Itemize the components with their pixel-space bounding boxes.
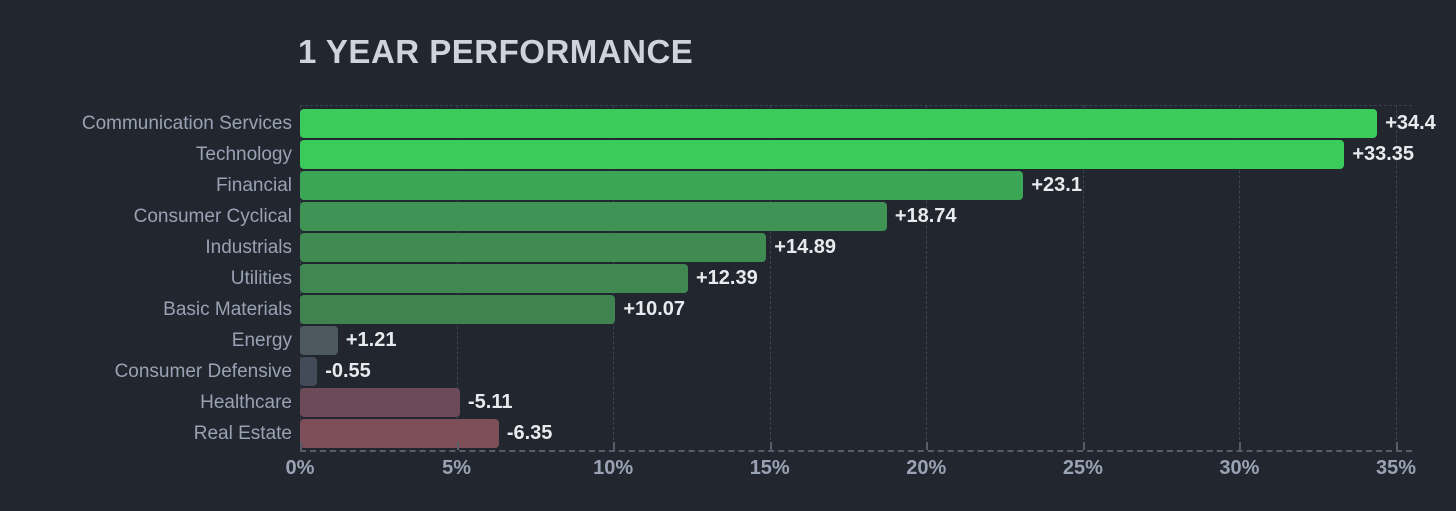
bar xyxy=(300,140,1345,169)
x-tick-label: 30% xyxy=(1219,457,1260,479)
bar xyxy=(300,326,338,355)
value-label: +33.35 xyxy=(1352,143,1415,165)
value-label: -6.35 xyxy=(506,422,553,444)
bar xyxy=(300,419,499,448)
category-label: Energy xyxy=(231,330,292,351)
tick-mark xyxy=(300,442,302,450)
bar-row: Consumer Defensive -0.55 xyxy=(0,357,1456,386)
tick-mark xyxy=(456,442,459,450)
bar-row: Utilities +12.39 xyxy=(0,264,1456,293)
gridline xyxy=(926,105,928,450)
x-axis-line xyxy=(300,450,1412,452)
x-tick-label: 5% xyxy=(442,457,472,479)
bar xyxy=(300,171,1024,200)
gridline xyxy=(1082,105,1084,450)
bar-row: Communication Services +34.4 xyxy=(0,109,1456,138)
value-label: +10.07 xyxy=(623,298,686,320)
value-label: +18.74 xyxy=(894,205,957,227)
category-label: Industrials xyxy=(205,237,292,258)
category-label: Consumer Defensive xyxy=(114,361,292,382)
x-tick-label: 35% xyxy=(1375,457,1417,479)
x-tick-label: 20% xyxy=(906,457,947,479)
value-label: +34.4 xyxy=(1385,112,1436,134)
bar-row: Real Estate -6.35 xyxy=(0,419,1456,448)
plot-top-border xyxy=(300,105,1412,106)
category-label: Basic Materials xyxy=(163,299,292,320)
bar-row: Basic Materials +10.07 xyxy=(0,295,1456,324)
x-tick-label: 10% xyxy=(593,457,634,479)
tick-mark xyxy=(1082,442,1085,450)
x-tick-label: 25% xyxy=(1062,457,1103,479)
category-label: Utilities xyxy=(230,268,292,289)
tick-mark xyxy=(926,442,929,450)
bar xyxy=(300,357,318,386)
bar-row: Industrials +14.89 xyxy=(0,233,1456,262)
value-label: -5.11 xyxy=(468,391,513,413)
x-tick-label: 0% xyxy=(285,457,315,479)
gridline xyxy=(769,105,771,450)
bar-row: Technology +33.35 xyxy=(0,140,1456,169)
x-tick-label: 15% xyxy=(749,457,790,479)
tick-mark xyxy=(1239,442,1242,450)
category-label: Real Estate xyxy=(193,423,292,444)
category-label: Consumer Cyclical xyxy=(133,206,292,227)
value-label: +12.39 xyxy=(695,267,758,289)
value-label: +23.1 xyxy=(1031,174,1082,196)
bar-row: Healthcare -5.11 xyxy=(0,388,1456,417)
bar xyxy=(300,109,1378,138)
category-label: Healthcare xyxy=(200,392,292,413)
tick-mark xyxy=(1396,442,1398,450)
bar xyxy=(300,295,616,324)
category-label: Communication Services xyxy=(81,113,292,134)
value-label: +1.21 xyxy=(345,329,397,351)
chart-title: 1 YEAR PERFORMANCE xyxy=(298,33,694,70)
gridline xyxy=(1396,105,1397,450)
bar xyxy=(300,264,688,293)
bar xyxy=(300,233,767,262)
category-label: Technology xyxy=(195,144,292,165)
tick-mark xyxy=(769,442,772,450)
bar xyxy=(300,388,461,417)
category-label: Financial xyxy=(215,175,292,196)
value-label: +14.89 xyxy=(774,236,836,258)
gridline xyxy=(1239,105,1241,450)
bar xyxy=(300,202,887,231)
bar-row: Financial +23.1 xyxy=(0,171,1456,200)
bar-row: Energy +1.21 xyxy=(0,326,1456,355)
bar-row: Consumer Cyclical +18.74 xyxy=(0,202,1456,231)
tick-mark xyxy=(613,442,616,450)
value-label: -0.55 xyxy=(325,360,371,382)
